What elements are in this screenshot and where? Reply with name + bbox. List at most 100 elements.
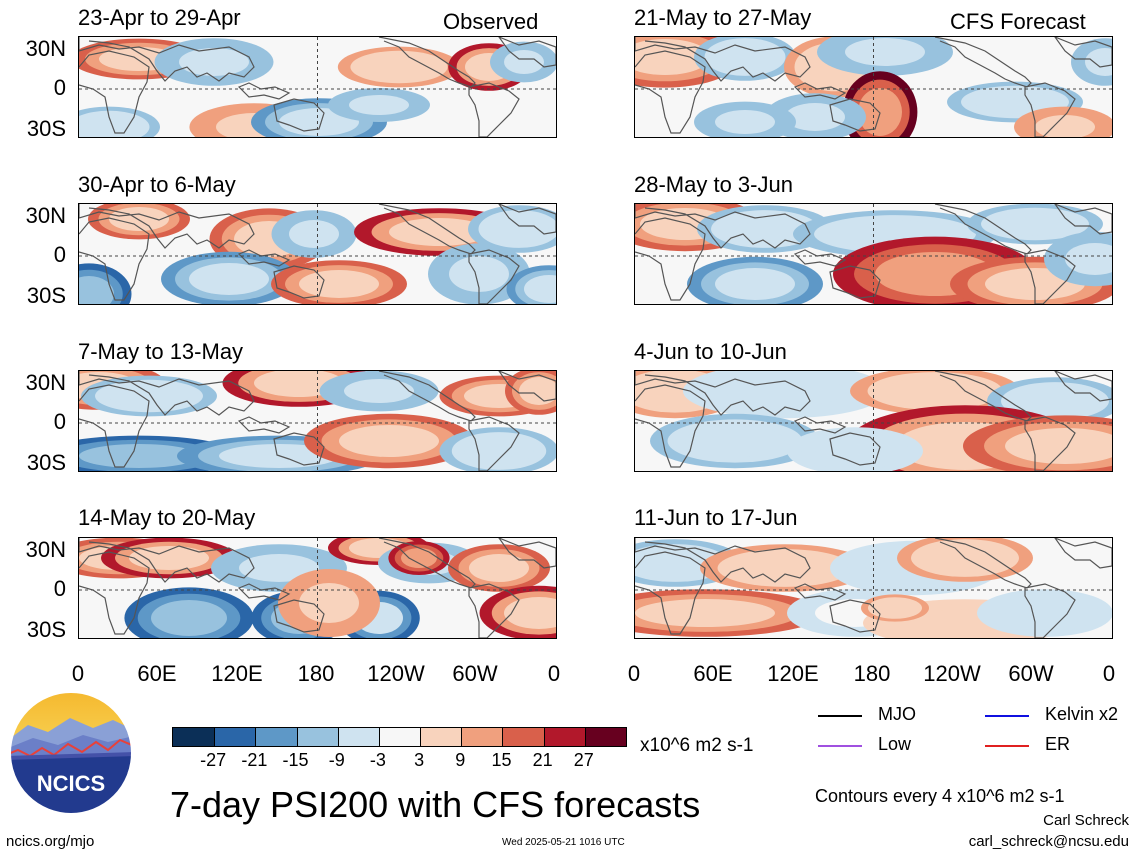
coastline bbox=[79, 217, 150, 301]
coastline bbox=[635, 204, 811, 249]
anomaly-blob bbox=[489, 215, 549, 243]
coastline bbox=[635, 371, 811, 416]
coastline bbox=[635, 551, 706, 635]
coastline bbox=[635, 384, 706, 468]
legend-line-low bbox=[818, 745, 862, 747]
colorbar-swatch bbox=[543, 728, 585, 746]
colorbar-swatch bbox=[255, 728, 297, 746]
coastline bbox=[273, 432, 325, 466]
anomaly-blob bbox=[129, 546, 209, 570]
lat-label-30s: 30S bbox=[26, 450, 66, 475]
map-panel-left-1 bbox=[78, 36, 557, 138]
colorbar-tick-label: -15 bbox=[282, 750, 309, 770]
map-panel-right-3 bbox=[634, 370, 1113, 472]
main-title: 7-day PSI200 with CFS forecasts bbox=[170, 784, 701, 825]
coastline bbox=[468, 249, 520, 304]
coastline bbox=[635, 50, 706, 134]
anomaly-blob bbox=[299, 583, 359, 623]
lon-label-left: 60W bbox=[452, 661, 498, 686]
anomaly-blob bbox=[715, 268, 795, 300]
anomaly-blob bbox=[239, 554, 319, 582]
anomaly-blob bbox=[363, 55, 435, 79]
anomaly-blob bbox=[1065, 243, 1112, 275]
colorbar-tick-label: -9 bbox=[328, 750, 345, 770]
anomaly-blob bbox=[725, 375, 845, 407]
colorbar-units: x10^6 m2 s-1 bbox=[640, 735, 754, 756]
lon-label-right: 60E bbox=[693, 661, 733, 686]
anomaly-blob bbox=[858, 88, 902, 136]
panel-title-left-1: 23-Apr to 29-Apr bbox=[78, 5, 241, 30]
map-panel-left-3 bbox=[78, 370, 557, 472]
lat-label-30n: 30N bbox=[25, 203, 66, 228]
map-panel-right-2 bbox=[634, 203, 1113, 305]
anomaly-blob bbox=[635, 39, 710, 75]
anomaly-blob bbox=[79, 276, 114, 304]
legend-line-mjo bbox=[818, 715, 862, 717]
coastline bbox=[793, 583, 847, 601]
anomaly-blob bbox=[464, 437, 534, 465]
colorbar-swatch bbox=[296, 728, 338, 746]
colorbar-tick-label: -21 bbox=[241, 750, 268, 770]
coastline bbox=[1054, 538, 1112, 569]
anomaly-blob bbox=[504, 597, 556, 629]
ncics-logo[interactable]: NCICS bbox=[8, 690, 134, 816]
coastline bbox=[273, 98, 325, 132]
legend-label-mjo: MJO bbox=[878, 704, 916, 724]
colorbar-swatch bbox=[584, 728, 626, 746]
footer-timestamp: Wed 2025-05-21 1016 UTC bbox=[502, 837, 625, 848]
coastline bbox=[468, 416, 520, 471]
author-email[interactable]: carl_schreck@ncsu.edu bbox=[968, 833, 1129, 850]
colorbar bbox=[172, 727, 627, 747]
anomaly-blob bbox=[524, 275, 556, 303]
coastline bbox=[79, 538, 255, 583]
footer-url[interactable]: ncics.org/mjo bbox=[6, 833, 95, 850]
anomaly-blob bbox=[389, 218, 489, 246]
coastline bbox=[498, 538, 556, 569]
anomaly-blob bbox=[875, 600, 915, 616]
coastline bbox=[79, 551, 150, 635]
coastline bbox=[468, 82, 520, 137]
map-panel-left-4 bbox=[78, 537, 557, 639]
lon-label-right: 120W bbox=[923, 661, 981, 686]
coastline bbox=[635, 217, 706, 301]
lon-label-right: 60W bbox=[1008, 661, 1054, 686]
map-panel-right-4 bbox=[634, 537, 1113, 639]
anomaly-blob bbox=[715, 43, 775, 71]
anomaly-blob bbox=[715, 110, 775, 134]
anomaly-blob bbox=[504, 50, 544, 74]
panel-title-right-4: 11-Jun to 17-Jun bbox=[634, 505, 798, 530]
coastline bbox=[1024, 416, 1076, 471]
lat-label-eq: 0 bbox=[53, 409, 66, 434]
coastline bbox=[237, 583, 291, 601]
anomaly-blob bbox=[1085, 48, 1112, 76]
anomaly-blob bbox=[785, 103, 845, 131]
forecast-label: CFS Forecast bbox=[950, 9, 1086, 34]
coastline bbox=[273, 265, 325, 299]
legend-label-kelvin: Kelvin x2 bbox=[1045, 704, 1119, 724]
legend-label-low: Low bbox=[878, 734, 912, 754]
lat-label-30n: 30N bbox=[25, 537, 66, 562]
anomaly-blob bbox=[1005, 428, 1112, 464]
lon-label-right: 0 bbox=[1102, 661, 1116, 686]
anomaly-blob bbox=[1015, 387, 1095, 415]
colorbar-swatch bbox=[502, 728, 544, 746]
anomaly-blob bbox=[299, 270, 379, 298]
lon-label-left: 0 bbox=[547, 661, 561, 686]
lon-label-right: 0 bbox=[627, 661, 641, 686]
anomaly-blob bbox=[469, 554, 529, 582]
anomaly-blob bbox=[151, 600, 227, 636]
anomaly-blob bbox=[1035, 115, 1095, 137]
coastline bbox=[829, 265, 881, 299]
anomaly-blob bbox=[685, 425, 785, 457]
lat-label-eq: 0 bbox=[53, 75, 66, 100]
panel-title-left-2: 30-Apr to 6-May bbox=[78, 172, 236, 197]
logo-text: NCICS bbox=[37, 771, 105, 796]
coastline bbox=[1024, 583, 1076, 638]
anomaly-blob bbox=[725, 215, 805, 243]
anomaly-blob bbox=[1005, 599, 1085, 627]
lon-label-left: 60E bbox=[137, 661, 177, 686]
coastline bbox=[829, 432, 881, 466]
coastline bbox=[237, 416, 291, 434]
colorbar-swatch bbox=[214, 728, 256, 746]
colorbar-swatch bbox=[173, 728, 215, 746]
